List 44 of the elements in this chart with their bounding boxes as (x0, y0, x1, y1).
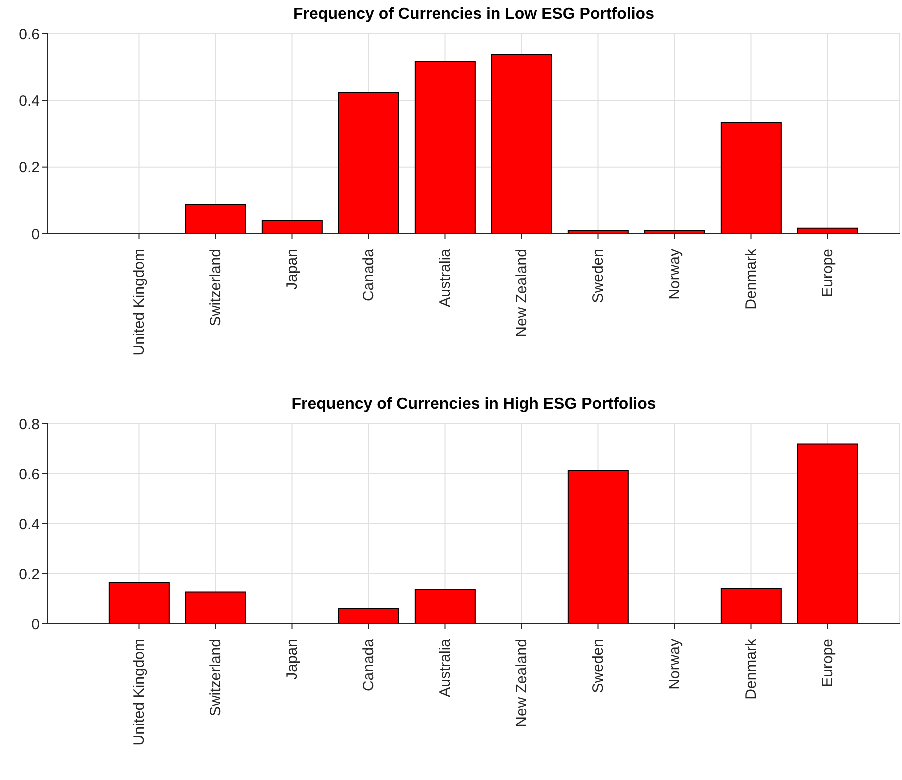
chart-title: Frequency of Currencies in High ESG Portfolios (290, 396, 658, 414)
x-tick-label: Norway (666, 248, 684, 300)
bar (491, 54, 552, 234)
x-tick-label: Japan (284, 639, 301, 680)
x-tick-label: United Kingdom (130, 249, 148, 356)
bar (108, 582, 170, 624)
x-tick-label: Sweden (590, 249, 607, 304)
chart-title: Frequency of Currencies in Low ESG Portfolios (292, 6, 656, 24)
x-tick-label: Switzerland (207, 249, 224, 327)
y-tick-label: 0.8 (19, 416, 40, 434)
x-tick-label: United Kingdom (130, 639, 148, 746)
y-tick-label: 0 (32, 616, 40, 634)
bar (185, 204, 246, 234)
x-tick-label: Europe (819, 249, 836, 298)
bar (185, 592, 246, 624)
x-tick-label: Sweden (590, 639, 607, 694)
y-tick-label: 0.4 (19, 92, 40, 110)
x-tick-label: Australia (436, 248, 454, 308)
bar (338, 92, 400, 234)
bar (797, 444, 858, 624)
x-tick-label: Japan (284, 249, 301, 290)
bar (414, 61, 476, 234)
x-tick-label: Canada (360, 638, 378, 692)
x-tick-label: Denmark (742, 638, 760, 700)
bar (414, 590, 476, 624)
y-tick-label: 0.6 (19, 466, 40, 484)
bar (720, 122, 782, 234)
y-tick-label: 0 (32, 226, 40, 244)
x-tick-label: Denmark (742, 248, 760, 310)
bar (720, 588, 782, 624)
x-tick-label: New Zealand (513, 639, 530, 728)
x-tick-label: Switzerland (207, 639, 224, 717)
y-tick-label: 0.4 (19, 516, 40, 534)
x-tick-label: Australia (436, 638, 454, 698)
bar (568, 470, 629, 624)
y-tick-label: 0.2 (19, 566, 40, 584)
bar (262, 220, 323, 234)
bar (338, 608, 400, 624)
y-tick-label: 0.2 (19, 160, 40, 177)
x-tick-label: Canada (360, 248, 378, 302)
x-tick-label: New Zealand (513, 249, 530, 338)
y-tick-label: 0.6 (19, 26, 40, 44)
x-tick-label: Europe (819, 639, 836, 688)
x-tick-label: Norway (666, 638, 684, 690)
